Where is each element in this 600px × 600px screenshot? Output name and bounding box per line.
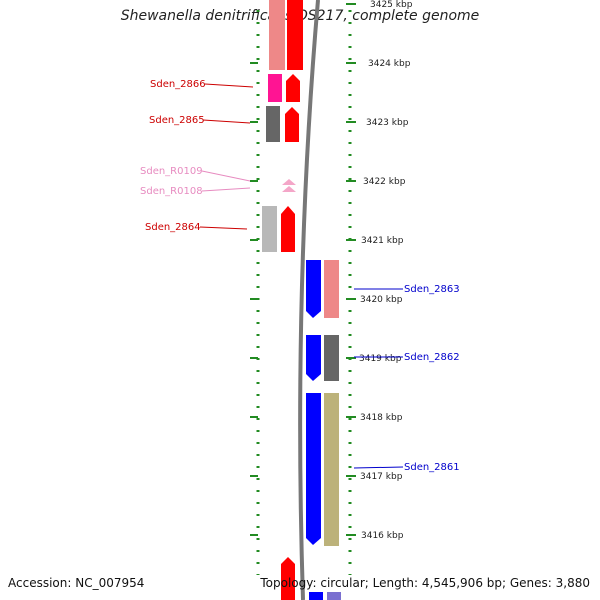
tick-label-3423: 3423 kbp <box>366 118 409 128</box>
gene-sden-r0108-cds[interactable] <box>282 186 296 192</box>
label-sden-2862[interactable]: Sden_2862 <box>404 352 460 363</box>
label-sden-2865[interactable]: Sden_2865 <box>149 115 205 126</box>
cog-block-bottom-reverse <box>327 592 341 600</box>
cds-block-bottom-reverse <box>309 592 323 600</box>
gene-sden-2866-cds[interactable] <box>286 74 300 102</box>
cds-block-top <box>287 0 303 70</box>
tick-label-3419: 3419 kbp <box>359 354 402 364</box>
leader-sden-2866 <box>204 83 254 88</box>
leader-sden-r0109 <box>201 170 251 182</box>
topology-text: Topology: circular; Length: 4,545,906 bp… <box>260 576 590 590</box>
tick-label-3424: 3424 kbp <box>368 59 411 69</box>
gene-sden-2865-cds[interactable] <box>285 107 299 142</box>
tick-label-3416: 3416 kbp <box>361 531 404 541</box>
tick-label-3420: 3420 kbp <box>360 295 403 305</box>
gene-sden-2861-cog[interactable] <box>324 393 339 546</box>
gene-sden-2863-cds[interactable] <box>306 260 321 318</box>
gene-sden-2864-cds[interactable] <box>281 206 295 252</box>
leader-sden-r0108 <box>201 187 251 192</box>
gene-sden-2861-cds[interactable] <box>306 393 321 545</box>
leader-sden-2865 <box>202 119 251 124</box>
scale-ticks <box>346 3 356 536</box>
gene-sden-2865-cog[interactable] <box>266 106 280 142</box>
label-sden-2861[interactable]: Sden_2861 <box>404 462 460 473</box>
genome-backbone <box>298 0 320 600</box>
gene-sden-2862-cds[interactable] <box>306 335 321 381</box>
gene-sden-2864-cog[interactable] <box>262 206 277 252</box>
tick-label-3421: 3421 kbp <box>361 236 404 246</box>
cog-block-top <box>269 0 285 70</box>
tick-label-3422: 3422 kbp <box>363 177 406 187</box>
accession-text: Accession: NC_007954 <box>8 576 145 590</box>
gene-sden-2863-cog[interactable] <box>324 260 339 318</box>
label-sden-r0108[interactable]: Sden_R0108 <box>140 186 203 197</box>
label-sden-2863[interactable]: Sden_2863 <box>404 284 460 295</box>
tick-label-3425: 3425 kbp <box>370 0 413 10</box>
label-sden-2864[interactable]: Sden_2864 <box>145 222 201 233</box>
gene-sden-2862-cog[interactable] <box>324 335 339 381</box>
cds-block-bottom-forward <box>281 557 295 600</box>
tick-label-3418: 3418 kbp <box>360 413 403 423</box>
label-sden-r0109[interactable]: Sden_R0109 <box>140 166 203 177</box>
scale-ticks-left <box>250 62 258 536</box>
leader-sden-2861 <box>353 466 404 469</box>
leader-sden-2864 <box>199 226 248 230</box>
gene-sden-2866-cog[interactable] <box>268 74 282 102</box>
label-sden-2866[interactable]: Sden_2866 <box>150 79 206 90</box>
tick-label-3417: 3417 kbp <box>360 472 403 482</box>
gene-sden-r0109-cds[interactable] <box>282 179 296 185</box>
